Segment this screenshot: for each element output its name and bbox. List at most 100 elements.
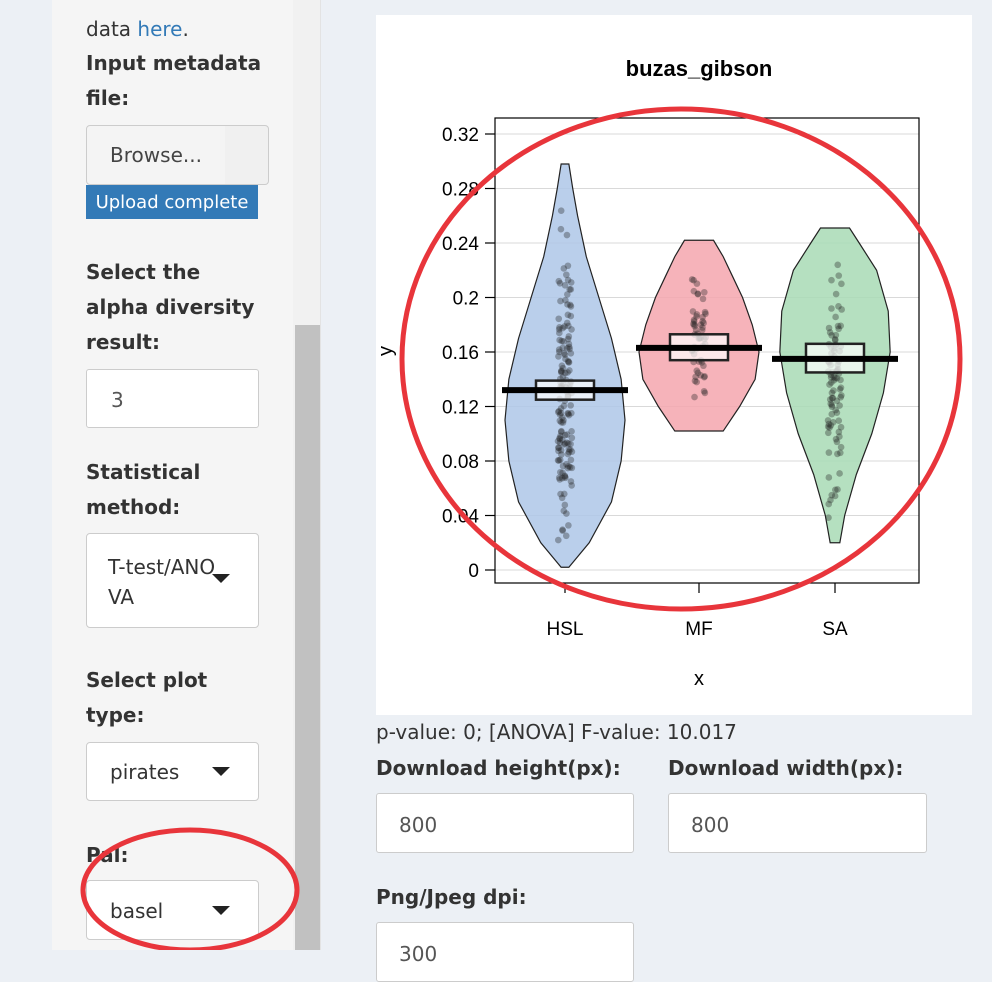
data-point xyxy=(556,456,564,464)
data-point xyxy=(832,313,839,321)
data-point xyxy=(558,362,566,369)
data-point xyxy=(555,474,563,482)
data-point xyxy=(561,351,569,359)
data-point xyxy=(693,313,700,320)
data-point xyxy=(825,500,833,508)
chevron-down-icon xyxy=(212,906,230,915)
data-point xyxy=(701,373,708,380)
download-width-input[interactable]: 800 xyxy=(668,793,927,853)
data-point xyxy=(555,346,563,353)
data-point xyxy=(560,338,567,345)
data-point xyxy=(834,322,842,330)
data-point xyxy=(568,482,575,489)
alpha-diversity-input[interactable]: 3 xyxy=(86,369,259,428)
data-point xyxy=(561,473,569,480)
data-point xyxy=(566,345,573,353)
data-point xyxy=(554,457,562,464)
x-axis-label: x xyxy=(694,668,704,690)
data-point xyxy=(558,451,565,458)
data-point xyxy=(827,374,835,381)
here-link[interactable]: here xyxy=(137,17,183,41)
chart-title: buzas_gibson xyxy=(626,56,773,81)
data-point xyxy=(838,392,845,399)
data-point xyxy=(691,377,699,385)
data-point xyxy=(563,439,571,447)
data-point xyxy=(835,272,843,279)
data-point xyxy=(559,419,567,426)
data-point xyxy=(836,470,843,477)
data-point xyxy=(560,441,568,448)
data-point xyxy=(828,410,836,418)
data-point xyxy=(831,492,839,500)
data-point xyxy=(559,462,567,470)
page-gutter xyxy=(0,0,52,950)
data-point xyxy=(693,367,701,375)
data-point xyxy=(828,332,835,339)
data-point xyxy=(694,290,702,298)
data-point xyxy=(833,374,841,382)
data-point xyxy=(564,357,572,365)
data-point xyxy=(693,311,701,318)
data-point xyxy=(702,310,709,318)
data-point xyxy=(701,389,709,397)
stats-result-text: p-value: 0; [ANOVA] F-value: 10.017 xyxy=(376,720,737,744)
data-point xyxy=(829,419,837,426)
data-point xyxy=(826,424,833,431)
data-point xyxy=(556,336,563,344)
data-point xyxy=(830,387,837,394)
data-point xyxy=(559,469,566,477)
sidebar-scrollbar-thumb[interactable] xyxy=(295,325,320,950)
plot-type-select[interactable]: pirates xyxy=(86,742,259,801)
pal-select[interactable]: basel xyxy=(86,880,259,940)
intro-text: data here. xyxy=(86,12,286,46)
data-point xyxy=(567,440,574,448)
data-point xyxy=(562,355,569,363)
data-point xyxy=(699,313,706,321)
data-point xyxy=(562,296,569,304)
data-point xyxy=(688,276,696,283)
data-point xyxy=(567,456,575,464)
data-point xyxy=(557,468,564,476)
data-point xyxy=(563,510,570,517)
data-point xyxy=(556,434,563,442)
metadata-file-input[interactable]: Browse... xyxy=(86,125,270,185)
statistical-method-select[interactable]: T-test/ANOVA xyxy=(86,533,259,628)
data-point xyxy=(700,362,707,370)
download-width-label: Download width(px): xyxy=(668,756,904,780)
data-point xyxy=(837,393,845,401)
browse-button[interactable]: Browse... xyxy=(86,125,226,185)
dpi-input[interactable]: 300 xyxy=(376,922,634,982)
data-point xyxy=(690,320,697,328)
data-point xyxy=(692,326,700,334)
data-point xyxy=(699,318,706,325)
data-point xyxy=(690,318,698,325)
y-tick-label: 0.16 xyxy=(442,343,479,364)
data-point xyxy=(557,428,565,436)
data-point xyxy=(555,408,562,416)
data-point xyxy=(828,401,836,409)
data-point xyxy=(829,394,837,402)
data-point xyxy=(557,446,565,454)
data-point xyxy=(556,411,564,419)
data-point xyxy=(561,281,569,289)
data-point xyxy=(827,422,835,429)
data-point xyxy=(838,280,845,288)
download-height-label: Download height(px): xyxy=(376,756,621,780)
data-point xyxy=(558,369,565,376)
data-point xyxy=(566,301,574,309)
data-point xyxy=(562,532,570,540)
data-point xyxy=(697,321,705,329)
data-point xyxy=(565,445,573,453)
data-point xyxy=(700,319,707,327)
data-point xyxy=(560,265,568,272)
violin-hsl xyxy=(504,163,626,568)
y-tick-label: 0.32 xyxy=(442,125,479,146)
data-point xyxy=(556,348,563,356)
data-point xyxy=(563,231,571,239)
data-point xyxy=(564,291,571,298)
download-height-input[interactable]: 800 xyxy=(376,793,634,853)
data-point xyxy=(691,322,698,330)
data-point xyxy=(832,331,840,339)
data-point xyxy=(559,526,566,534)
data-point xyxy=(824,417,832,424)
